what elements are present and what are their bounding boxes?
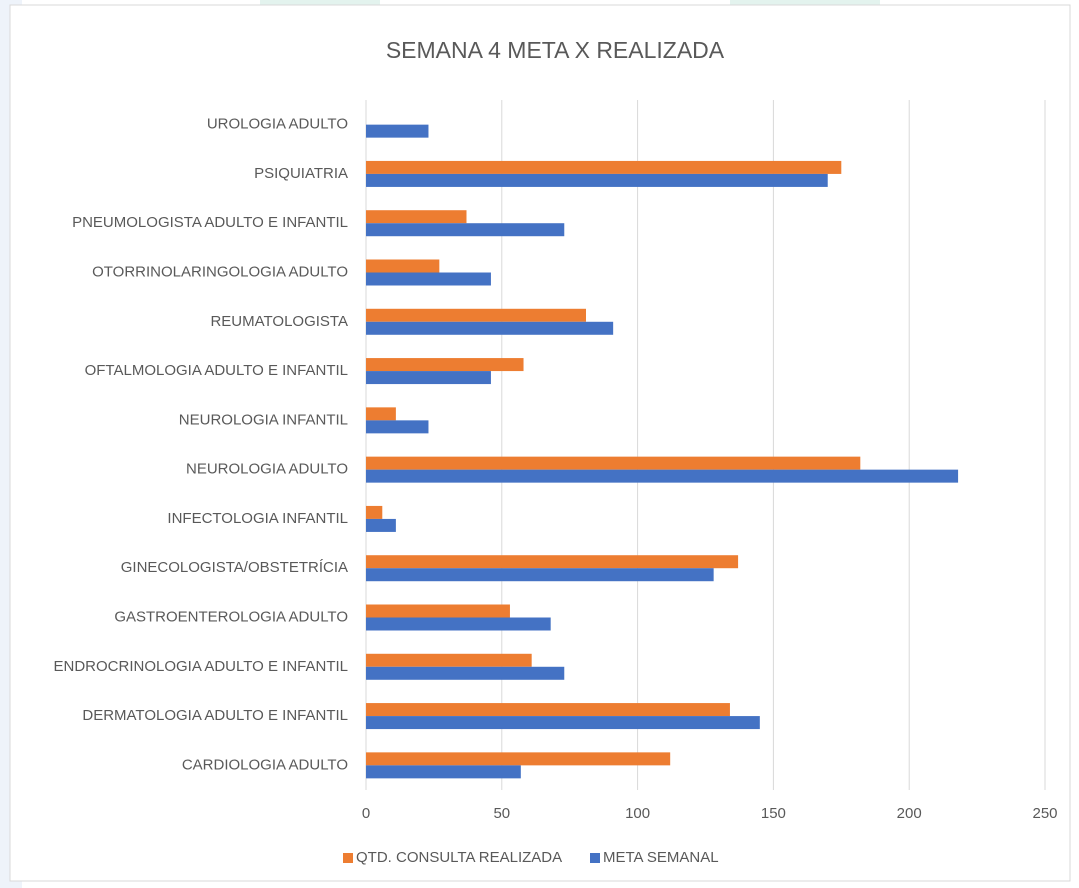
bar <box>366 173 828 187</box>
y-tick-label: INFECTOLOGIA INFANTIL <box>167 510 348 527</box>
bar <box>366 456 861 470</box>
bar <box>366 321 614 335</box>
bar <box>366 716 760 730</box>
bar <box>366 210 467 224</box>
x-tick-label: 50 <box>493 805 510 822</box>
bar <box>366 223 565 237</box>
bar <box>366 604 510 618</box>
y-tick-label: GINECOLOGISTA/OBSTETRÍCIA <box>121 559 348 576</box>
bar <box>366 653 532 667</box>
top-decoration <box>730 0 880 6</box>
y-tick-label: OTORRINOLARINGOLOGIA ADULTO <box>92 263 348 280</box>
bar <box>366 358 524 372</box>
bar <box>366 308 586 322</box>
x-tick-label: 100 <box>625 805 650 822</box>
y-tick-label: PSIQUIATRIA <box>254 165 348 182</box>
bar <box>366 371 491 385</box>
chart-frame <box>9 4 1071 882</box>
x-tick-label: 0 <box>362 805 370 822</box>
y-tick-label: GASTROENTEROLOGIA ADULTO <box>114 608 348 625</box>
bar <box>366 272 491 286</box>
x-tick-label: 250 <box>1032 805 1057 822</box>
bar <box>366 568 714 582</box>
top-decoration <box>260 0 380 6</box>
bar <box>366 765 521 779</box>
bar <box>366 617 551 631</box>
x-tick-label: 200 <box>897 805 922 822</box>
y-tick-label: CARDIOLOGIA ADULTO <box>182 756 348 773</box>
legend-label: META SEMANAL <box>603 849 719 866</box>
bar <box>366 666 565 680</box>
bar <box>366 469 959 483</box>
y-tick-label: NEUROLOGIA ADULTO <box>186 461 348 478</box>
bar <box>366 505 383 519</box>
y-tick-label: UROLOGIA ADULTO <box>207 116 348 133</box>
bar <box>366 407 396 421</box>
chart-title: SEMANA 4 META X REALIZADA <box>386 37 725 63</box>
bar <box>366 124 429 138</box>
y-tick-label: PNEUMOLOGISTA ADULTO E INFANTIL <box>72 214 348 231</box>
bar <box>366 420 429 434</box>
x-tick-label: 150 <box>761 805 786 822</box>
legend-label: QTD. CONSULTA REALIZADA <box>356 849 562 866</box>
bar <box>366 555 739 569</box>
y-tick-label: OFTALMOLOGIA ADULTO E INFANTIL <box>85 362 348 379</box>
bar <box>366 259 440 273</box>
legend-swatch <box>590 853 600 863</box>
legend-swatch <box>343 853 353 863</box>
y-tick-label: NEUROLOGIA INFANTIL <box>179 411 348 428</box>
y-tick-label: DERMATOLOGIA ADULTO E INFANTIL <box>82 707 348 724</box>
bar <box>366 518 396 532</box>
bar <box>366 160 842 174</box>
bar <box>366 752 671 766</box>
bar <box>366 703 730 717</box>
y-tick-label: REUMATOLOGISTA <box>210 313 348 330</box>
y-tick-label: ENDROCRINOLOGIA ADULTO E INFANTIL <box>53 658 348 675</box>
